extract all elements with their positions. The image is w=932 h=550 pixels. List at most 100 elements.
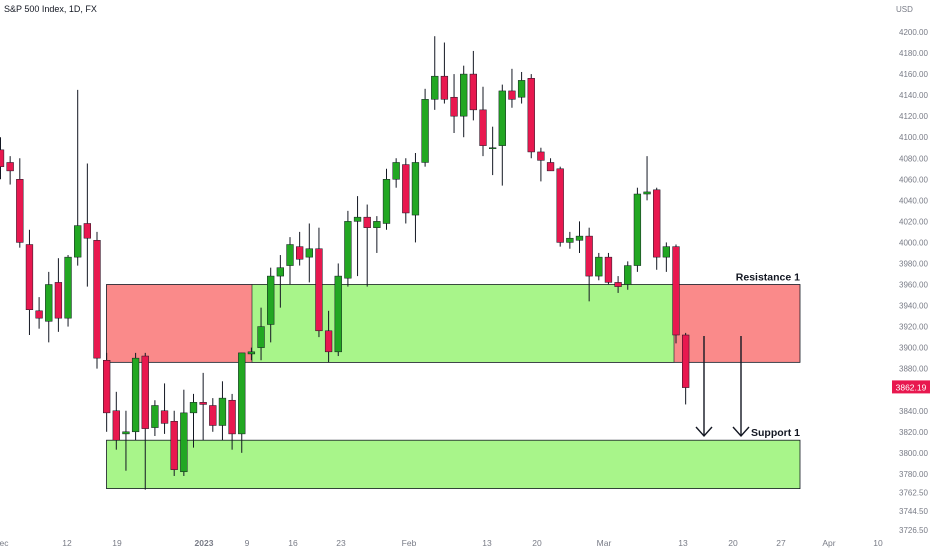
candle-body[interactable] xyxy=(479,109,487,146)
candle-body[interactable] xyxy=(54,282,63,319)
candle-body[interactable] xyxy=(6,162,14,172)
candle-body[interactable] xyxy=(624,265,632,285)
candle-body[interactable] xyxy=(286,244,294,266)
candle-body[interactable] xyxy=(324,330,333,353)
candle-body[interactable] xyxy=(469,73,478,111)
candle-body[interactable] xyxy=(257,326,265,348)
x-tick-label: 27 xyxy=(776,538,786,548)
candle-body[interactable] xyxy=(431,75,439,100)
candle-body[interactable] xyxy=(112,410,120,441)
candle-body[interactable] xyxy=(653,189,661,258)
y-tick-label: 4080.00 xyxy=(899,154,928,163)
x-tick-label: 12 xyxy=(62,538,72,548)
candle-body[interactable] xyxy=(595,256,603,277)
candle-body[interactable] xyxy=(421,99,429,163)
candle-body[interactable] xyxy=(382,179,391,224)
candle-body[interactable] xyxy=(151,405,159,428)
candle-body[interactable] xyxy=(276,267,285,277)
candle-body[interactable] xyxy=(556,168,564,243)
candle-body[interactable] xyxy=(527,78,535,153)
candle-body[interactable] xyxy=(344,221,352,279)
candle-body[interactable] xyxy=(334,275,342,353)
candle-body[interactable] xyxy=(218,397,227,426)
candle-body[interactable] xyxy=(209,405,217,426)
resistance-label: Resistance 1 xyxy=(736,272,800,284)
last-price-label: 3862.19 xyxy=(896,382,927,392)
candle-body[interactable] xyxy=(315,248,323,332)
candle-body[interactable] xyxy=(228,399,236,435)
x-tick-label: 2023 xyxy=(195,538,214,548)
candle-body[interactable] xyxy=(682,334,690,388)
y-tick-label: 3840.00 xyxy=(899,407,928,416)
x-tick-label: 20 xyxy=(532,538,542,548)
candle-body[interactable] xyxy=(411,162,420,216)
candle-body[interactable] xyxy=(141,355,149,429)
candle-body[interactable] xyxy=(296,246,304,260)
candle-body[interactable] xyxy=(16,179,24,243)
candle-body[interactable] xyxy=(74,225,82,258)
y-tick-label: 4040.00 xyxy=(899,196,928,205)
y-tick-label: 3744.50 xyxy=(899,507,928,516)
candle-body[interactable] xyxy=(238,352,246,435)
y-tick-label: 4120.00 xyxy=(899,112,928,121)
candle-body[interactable] xyxy=(460,73,468,117)
candle-body[interactable] xyxy=(122,431,130,435)
chart-title: S&P 500 Index, 1D, FX xyxy=(4,4,97,14)
y-tick-label: 4160.00 xyxy=(899,70,928,79)
y-tick-label: 4020.00 xyxy=(899,217,928,226)
x-tick-label: 20 xyxy=(728,538,738,548)
candle-body[interactable] xyxy=(508,90,516,100)
candle-body[interactable] xyxy=(402,164,410,214)
candle-body[interactable] xyxy=(585,235,593,277)
candle-body[interactable] xyxy=(614,282,622,287)
candle-body[interactable] xyxy=(546,162,555,172)
y-tick-label: 3820.00 xyxy=(899,428,928,437)
candle-body[interactable] xyxy=(575,235,584,241)
candle-body[interactable] xyxy=(353,216,362,222)
candle-body[interactable] xyxy=(45,284,53,322)
candle-body[interactable] xyxy=(537,151,545,161)
candle-body[interactable] xyxy=(0,149,5,167)
candle-body[interactable] xyxy=(25,244,34,310)
candle-body[interactable] xyxy=(93,240,101,359)
candle-body[interactable] xyxy=(160,410,169,424)
down-arrow-icon xyxy=(695,426,713,438)
candle-body[interactable] xyxy=(180,412,188,473)
candle-body[interactable] xyxy=(489,147,497,149)
candle-body[interactable] xyxy=(672,246,680,336)
candle-body[interactable] xyxy=(440,75,449,100)
y-tick-label: 3900.00 xyxy=(899,344,928,353)
candle-body[interactable] xyxy=(189,402,198,414)
candle-body[interactable] xyxy=(64,256,72,319)
y-tick-label: 3762.50 xyxy=(899,488,928,497)
candle-body[interactable] xyxy=(131,357,140,433)
candle-body[interactable] xyxy=(662,246,671,258)
x-tick-label: 23 xyxy=(336,538,346,548)
support-label: Support 1 xyxy=(751,427,800,439)
candle-body[interactable] xyxy=(247,351,256,355)
currency-label: USD xyxy=(896,5,913,14)
y-tick-label: 3980.00 xyxy=(899,259,928,268)
candle-body[interactable] xyxy=(83,223,91,239)
candle-body[interactable] xyxy=(373,221,381,228)
candle-body[interactable] xyxy=(643,191,651,195)
candle-body[interactable] xyxy=(566,237,574,243)
candle-body[interactable] xyxy=(103,360,111,414)
candle-body[interactable] xyxy=(517,80,526,98)
y-tick-label: 4100.00 xyxy=(899,133,928,142)
candle-body[interactable] xyxy=(199,402,207,405)
candle-body[interactable] xyxy=(170,421,178,470)
candle-body[interactable] xyxy=(498,90,506,146)
candle-body[interactable] xyxy=(392,162,400,180)
candle-body[interactable] xyxy=(450,96,458,117)
candle-body[interactable] xyxy=(267,275,275,325)
candle-body[interactable] xyxy=(604,256,613,283)
y-tick-label: 3780.00 xyxy=(899,470,928,479)
candle-body[interactable] xyxy=(305,248,313,258)
candle-body[interactable] xyxy=(35,310,43,319)
support-zone xyxy=(106,439,801,490)
candle-body[interactable] xyxy=(363,216,371,228)
x-tick-label: ec xyxy=(0,538,9,548)
candle-body[interactable] xyxy=(633,193,642,266)
